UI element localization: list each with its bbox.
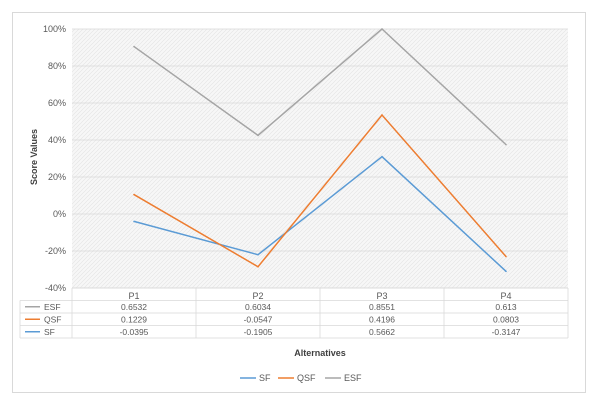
point-esf — [381, 28, 383, 30]
point-qsf — [133, 193, 135, 196]
y-tick-label: -20% — [45, 246, 66, 256]
table-cell: -0.0547 — [244, 314, 273, 324]
y-axis-ticks: -40% -20% 0% 20% 40% 60% 80% 100% — [43, 24, 66, 293]
plot-area — [72, 29, 568, 288]
series-line-qsf — [133, 113, 507, 268]
point-esf — [505, 143, 507, 146]
x-tick-label: P4 — [500, 291, 511, 301]
table-cell: 0.4196 — [369, 314, 395, 324]
point-qsf — [381, 114, 383, 116]
table-cell: 0.613 — [495, 302, 517, 312]
legend-label-esf: ESF — [344, 373, 362, 383]
y-tick-label: 40% — [48, 135, 66, 145]
x-tick-label: P2 — [252, 291, 263, 301]
table-cell: -0.1905 — [244, 327, 273, 337]
x-tick-label: P3 — [376, 291, 387, 301]
legend-label-qsf: QSF — [297, 373, 316, 383]
x-axis-categories: P1 P2 P3 P4 — [128, 291, 511, 301]
table-row-label: SF — [44, 327, 55, 337]
table-row-label: ESF — [44, 302, 61, 312]
table-cell: 0.1229 — [121, 314, 147, 324]
table-cell: 0.6532 — [121, 302, 147, 312]
table-cell: 0.5662 — [369, 327, 395, 337]
point-sf — [381, 155, 383, 158]
series-line-esf — [133, 27, 507, 146]
table-cell: -0.0395 — [120, 327, 149, 337]
table-row-label: QSF — [44, 314, 61, 324]
y-tick-label: 0% — [53, 209, 66, 219]
table-cell: 0.0803 — [493, 314, 519, 324]
x-tick-label: P1 — [128, 291, 139, 301]
legend: SF QSF ESF — [240, 373, 362, 383]
y-tick-label: 100% — [43, 24, 66, 34]
table-cell: 0.6034 — [245, 302, 271, 312]
y-tick-label: -40% — [45, 283, 66, 293]
data-table: ESF 0.6532 0.6034 0.8551 0.613 QSF 0.1229 -0.05… — [19, 287, 569, 339]
point-esf — [257, 134, 259, 137]
table-cell: 0.8551 — [369, 302, 395, 312]
point-esf — [133, 45, 135, 48]
point-sf — [133, 220, 135, 223]
table-cell: -0.3147 — [492, 327, 521, 337]
plot-background — [72, 29, 568, 288]
point-sf — [257, 253, 259, 256]
y-tick-label: 20% — [48, 172, 66, 182]
series-line-sf — [133, 155, 507, 272]
y-tick-label: 80% — [48, 61, 66, 71]
x-axis-title: Alternatives — [294, 348, 346, 358]
series-lines — [133, 27, 507, 273]
y-axis-title: Score Values — [29, 129, 39, 185]
point-sf — [505, 270, 507, 273]
legend-label-sf: SF — [259, 373, 271, 383]
point-qsf — [257, 265, 259, 268]
y-tick-label: 60% — [48, 98, 66, 108]
point-qsf — [505, 255, 507, 258]
